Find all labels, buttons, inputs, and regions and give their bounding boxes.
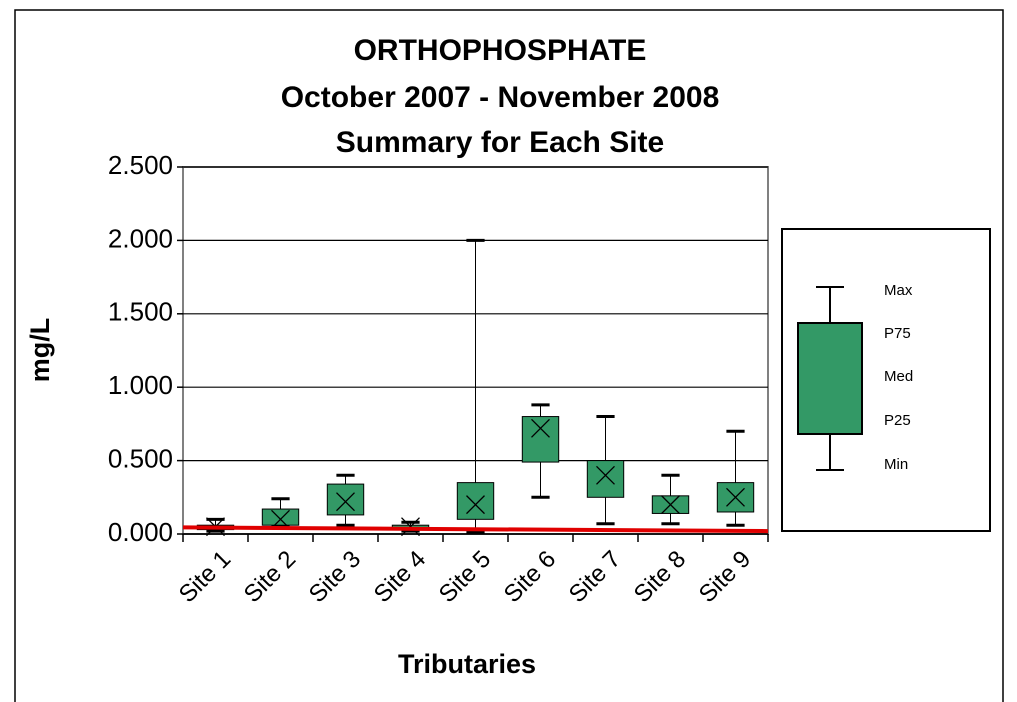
x-tick-label: Site 3 bbox=[304, 546, 366, 608]
box bbox=[521, 416, 560, 463]
x-tick-label: Site 9 bbox=[694, 546, 756, 608]
x-tick-label: Site 7 bbox=[564, 546, 626, 608]
median-marker bbox=[401, 517, 420, 537]
median-marker bbox=[726, 487, 745, 507]
x-tick-label: Site 1 bbox=[174, 546, 236, 608]
median-marker bbox=[466, 495, 485, 515]
x-axis-title: Tributaries bbox=[398, 649, 536, 679]
median-marker bbox=[596, 465, 615, 485]
chart-title: ORTHOPHOSPHATE bbox=[354, 34, 647, 67]
y-tick-label: 1.000 bbox=[108, 370, 173, 400]
box bbox=[326, 483, 365, 516]
chart-title: October 2007 - November 2008 bbox=[281, 81, 720, 114]
y-tick-label: 0.000 bbox=[108, 517, 173, 547]
box bbox=[586, 460, 625, 498]
x-tick-label: Site 8 bbox=[629, 546, 691, 608]
median-marker bbox=[271, 509, 290, 529]
x-tick-label: Site 5 bbox=[434, 546, 496, 608]
box bbox=[456, 482, 495, 520]
chart-title: Summary for Each Site bbox=[336, 126, 664, 159]
y-tick-label: 0.500 bbox=[108, 443, 173, 473]
x-tick-label: Site 2 bbox=[239, 546, 301, 608]
reference-line bbox=[182, 525, 769, 534]
y-tick-label: 2.500 bbox=[108, 150, 173, 180]
y-tick-label: 2.000 bbox=[108, 223, 173, 253]
legend-label: Max bbox=[884, 282, 913, 299]
chart-frame bbox=[14, 9, 1004, 702]
legend-box bbox=[797, 322, 863, 435]
y-axis-title: mg/L bbox=[25, 318, 55, 383]
median-marker bbox=[336, 492, 355, 512]
x-tick-label: Site 6 bbox=[499, 546, 561, 608]
legend-label: Med bbox=[884, 368, 913, 385]
x-tick-label: Site 4 bbox=[369, 546, 431, 608]
legend-label: Min bbox=[884, 456, 908, 473]
legend-label: P75 bbox=[884, 325, 911, 342]
median-marker bbox=[531, 418, 550, 438]
legend-label: P25 bbox=[884, 412, 911, 429]
box bbox=[261, 508, 300, 526]
median-marker bbox=[661, 495, 680, 515]
y-tick-label: 1.500 bbox=[108, 297, 173, 327]
